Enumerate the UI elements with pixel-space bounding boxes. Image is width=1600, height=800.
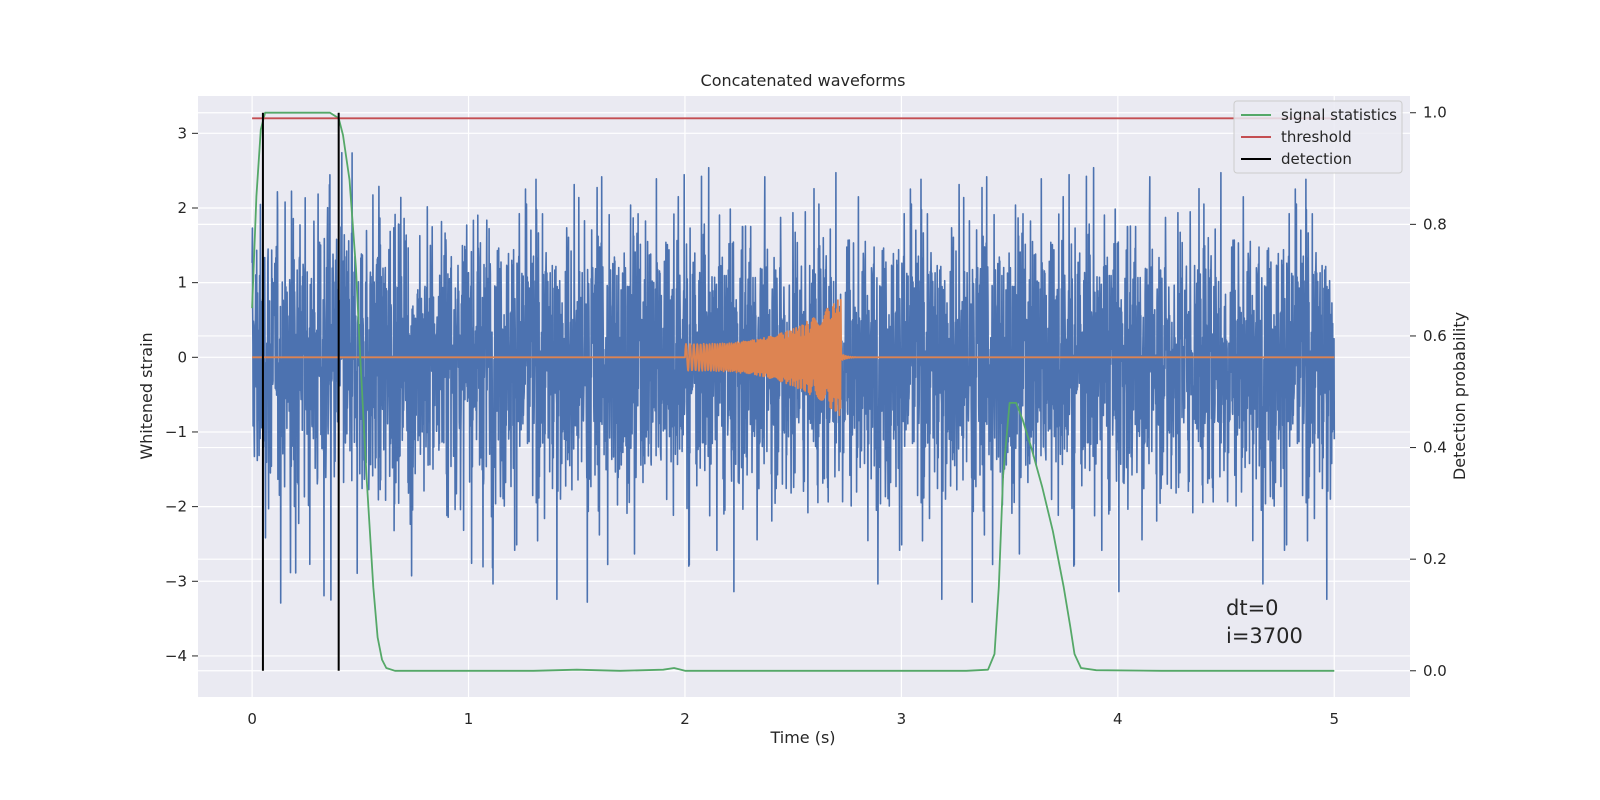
y2-axis-label: Detection probability	[1450, 312, 1469, 480]
legend-label-detection: detection	[1281, 150, 1352, 168]
legend-box	[1233, 100, 1403, 174]
x-tick-label: 4	[1113, 710, 1123, 728]
y2-tick-label: 0.2	[1423, 550, 1447, 568]
legend: signal statistics threshold detection	[1233, 100, 1403, 174]
y2-tick-label: 0.0	[1423, 662, 1447, 680]
y-tick-label: −1	[165, 423, 187, 441]
series-line-strain	[251, 151, 1336, 604]
y-tick-label: 0	[177, 348, 187, 366]
y-tick-label: 3	[177, 124, 187, 142]
y-tick-label: 2	[177, 199, 187, 217]
y2-tick-label: 0.6	[1423, 327, 1447, 345]
y2-axis-ticks: 0.0 0.2 0.4 0.6 0.8 1.0	[1410, 104, 1447, 680]
y-axis-label: Whitened strain	[137, 332, 156, 459]
legend-label-signal-statistics: signal statistics	[1281, 106, 1397, 124]
annotation-dt: dt=0	[1226, 596, 1279, 620]
y2-tick-label: 0.4	[1423, 439, 1447, 457]
y-tick-label: −2	[165, 498, 187, 516]
x-axis-ticks: 0 1 2 3 4 5	[247, 710, 1339, 728]
x-tick-label: 5	[1329, 710, 1339, 728]
y-axis-ticks: −4 −3 −2 −1 0 1 2 3	[165, 124, 198, 665]
y-tick-label: −4	[165, 647, 187, 665]
x-tick-label: 2	[680, 710, 690, 728]
annotation-index: i=3700	[1226, 624, 1303, 648]
legend-label-threshold: threshold	[1281, 128, 1352, 146]
series-line-signal-statistics	[251, 111, 1335, 672]
y2-tick-label: 0.8	[1423, 215, 1447, 233]
x-axis-label: Time (s)	[769, 728, 835, 747]
y2-tick-label: 1.0	[1423, 104, 1447, 122]
y-tick-label: 1	[177, 274, 187, 292]
y-tick-label: −3	[165, 572, 187, 590]
x-tick-label: 1	[464, 710, 474, 728]
chart-title: Concatenated waveforms	[701, 71, 906, 90]
x-tick-label: 3	[897, 710, 907, 728]
series-line-waveform	[251, 298, 1335, 417]
series-layer	[251, 111, 1336, 672]
x-tick-label: 0	[247, 710, 257, 728]
